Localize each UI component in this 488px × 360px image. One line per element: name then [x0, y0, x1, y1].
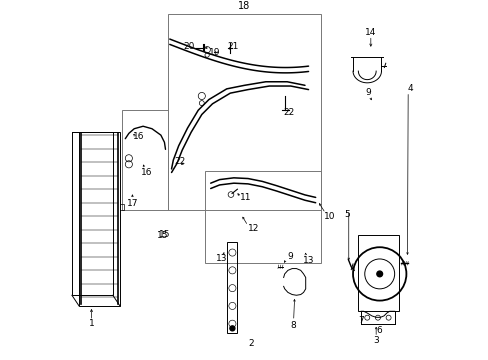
Text: 2: 2	[248, 339, 254, 348]
Text: 18: 18	[238, 1, 250, 11]
Text: 13: 13	[215, 255, 226, 264]
Text: 21: 21	[227, 42, 238, 51]
Text: 14: 14	[365, 28, 376, 37]
Bar	[168, 14, 320, 210]
Text: 11: 11	[239, 193, 250, 202]
Text: 9: 9	[286, 252, 292, 261]
Text: 10: 10	[324, 212, 335, 221]
Bar	[79, 131, 120, 306]
Text: 13: 13	[302, 256, 314, 265]
Text: 4: 4	[407, 84, 412, 93]
Text: 12: 12	[247, 224, 259, 233]
Text: 20: 20	[183, 42, 195, 51]
Bar	[120, 204, 123, 210]
Text: 8: 8	[290, 321, 296, 330]
Text: 7: 7	[358, 316, 364, 325]
Text: 22: 22	[283, 108, 294, 117]
Bar	[72, 131, 113, 295]
Circle shape	[376, 271, 382, 277]
Bar	[205, 171, 320, 263]
Text: 1: 1	[88, 319, 94, 328]
Bar	[358, 235, 399, 311]
Bar	[122, 110, 168, 210]
Text: 5: 5	[344, 210, 349, 219]
Text: 19: 19	[208, 48, 220, 57]
Text: 6: 6	[375, 326, 381, 335]
Text: 22: 22	[174, 157, 185, 166]
Text: 9: 9	[365, 88, 370, 97]
Bar	[227, 242, 237, 333]
Text: 15: 15	[159, 230, 170, 239]
Text: 3: 3	[372, 336, 378, 345]
Circle shape	[229, 326, 234, 331]
Text: 17: 17	[126, 199, 138, 208]
Text: 16: 16	[132, 132, 144, 141]
Text: 16: 16	[141, 168, 152, 177]
Text: 15: 15	[157, 231, 168, 240]
